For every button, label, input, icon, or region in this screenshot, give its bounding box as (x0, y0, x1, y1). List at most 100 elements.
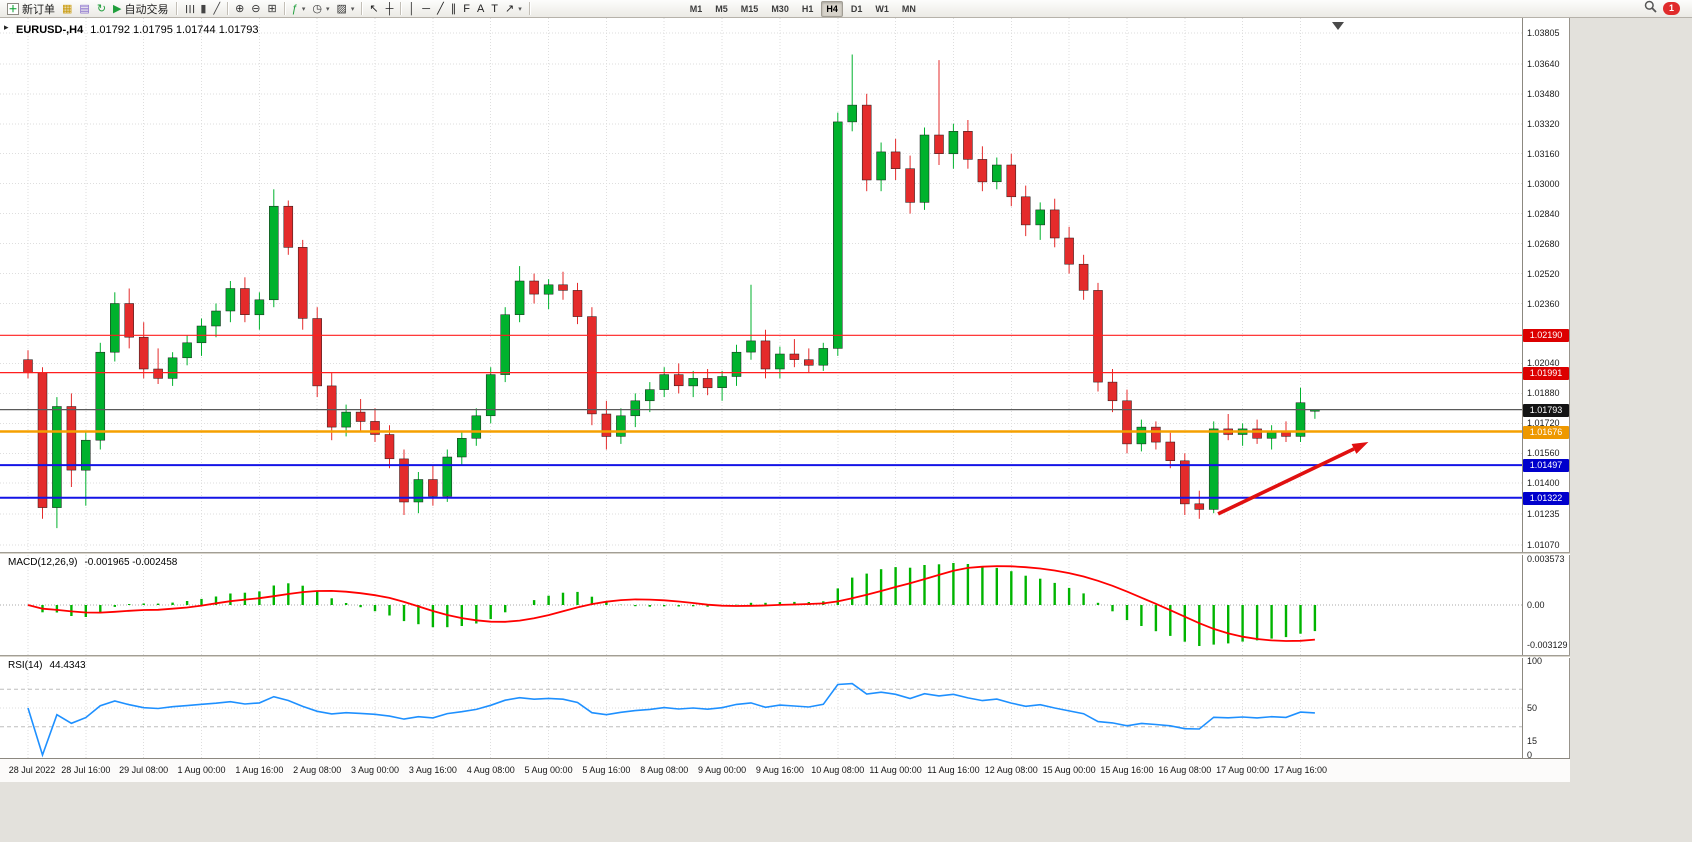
time-axis-label: 29 Jul 08:00 (119, 765, 169, 775)
arrows-icon[interactable]: ↗ ▾ (505, 2, 522, 15)
time-axis-label: 17 Aug 00:00 (1216, 765, 1270, 775)
timeframe-w1-button[interactable]: W1 (875, 3, 889, 14)
text-icon[interactable]: A (476, 2, 485, 15)
timeframe-m1-button[interactable]: M1 (689, 3, 703, 14)
timeframe-h4-button[interactable]: H4 (821, 0, 843, 17)
timeframe-m5-button[interactable]: M5 (715, 3, 728, 14)
macd-name: MACD(12,26,9) (8, 557, 78, 568)
templates-icon[interactable]: ▨ ▾ (336, 2, 355, 15)
new-order-button[interactable]: ＋新订单 (7, 2, 55, 16)
macd-scale-label: 0.00 (1527, 600, 1545, 610)
label-icon[interactable]: T (491, 2, 499, 15)
rsi-scale-label: 100 (1527, 656, 1543, 666)
time-axis-label: 10 Aug 08:00 (811, 765, 865, 775)
macd-signal-line (27, 565, 1315, 642)
macd-histogram (41, 563, 1317, 646)
rsi-scale-label: 50 (1527, 703, 1538, 713)
time-axis-label: 12 Aug 08:00 (984, 765, 1038, 775)
toolbar-separator (227, 2, 229, 15)
trend-arrow-annotation[interactable] (1217, 442, 1369, 516)
timeframe-h1-button[interactable]: H1 (801, 3, 814, 14)
price-axis-separator (1522, 18, 1523, 758)
toolbar-separator (175, 2, 177, 15)
rsi-scale-label: 0 (1527, 750, 1533, 760)
macd-pane-svg[interactable] (0, 555, 1568, 655)
trendline-icon[interactable]: ╱ (437, 2, 444, 15)
candlestick-chart-icon[interactable]: ▮ (200, 2, 207, 15)
price-tick-label: 1.03160 (1527, 148, 1560, 159)
navigator-icon[interactable]: ▤ (79, 2, 90, 15)
rsi-pane-svg[interactable] (0, 658, 1568, 758)
toolbar-right: 1 (1644, 0, 1688, 18)
time-axis-label: 3 Aug 00:00 (351, 765, 400, 775)
price-tick-label: 1.01400 (1527, 478, 1560, 489)
refresh-icon[interactable]: ↻ (96, 2, 107, 15)
time-axis-label: 28 Jul 2022 (8, 765, 56, 775)
time-axis-label: 4 Aug 08:00 (466, 765, 515, 775)
time-axis-label: 2 Aug 08:00 (293, 765, 342, 775)
zoom-in-icon[interactable]: ⊕ (235, 2, 245, 15)
timeframe-m15-button[interactable]: M15 (740, 3, 759, 14)
toolbar-items: ＋新订单 ▦ ▤ ↻ ▶ 自动交易 ☰ ▮ ╱ ⊕ ⊖ ⊞ ƒ ▾ ◷ ▾ ▨ ▾ ↖ ┼ │ ─ ╱ ∥ F A T ↗ ▾ (4, 0, 533, 18)
cursor-icon[interactable]: ↖ (369, 2, 379, 15)
toolbar-separator (528, 2, 530, 15)
time-axis-label: 17 Aug 16:00 (1273, 765, 1327, 775)
horizontal-lines[interactable] (0, 334, 1522, 499)
timeframe-mn-button[interactable]: MN (901, 3, 916, 14)
price-tick-label: 1.02040 (1527, 358, 1560, 369)
channel-icon[interactable]: ∥ (450, 2, 457, 15)
toolbar-separator (400, 2, 402, 15)
toolbar-separator (283, 2, 285, 15)
time-axis-label: 1 Aug 00:00 (177, 765, 226, 775)
line-chart-icon[interactable]: ╱ (213, 2, 221, 15)
timeframe-d1-button[interactable]: D1 (850, 3, 863, 14)
time-axis-label: 5 Aug 16:00 (582, 765, 631, 775)
indicators-icon[interactable]: ƒ ▾ (291, 2, 306, 15)
price-pane-svg[interactable] (0, 18, 1568, 552)
current-price-line-tag: 1.01793 (1523, 403, 1569, 417)
market-watch-icon[interactable]: ▦ (62, 2, 73, 15)
rsi-scale-label: 15 (1527, 735, 1538, 746)
tile-windows-icon[interactable]: ⊞ (267, 2, 277, 15)
rsi-label: RSI(14) 44.4343 (8, 660, 86, 671)
price-tick-label: 1.01070 (1527, 539, 1560, 550)
macd-scale-label: -0.003129 (1527, 639, 1568, 650)
time-axis[interactable]: 28 Jul 2022 28 Jul 16:00 29 Jul 08:00 1 Aug… (0, 758, 1570, 782)
support-line-lower-tag: 1.01322 (1523, 491, 1569, 505)
fibonacci-icon[interactable]: F (463, 2, 470, 15)
zoom-out-icon[interactable]: ⊖ (251, 2, 261, 15)
price-tick-label: 1.01720 (1527, 418, 1560, 429)
horizontal-line-icon[interactable]: ─ (422, 2, 431, 15)
timeframe-m30-button[interactable]: M30 (771, 3, 789, 14)
bar-chart-icon[interactable]: ☰ (182, 3, 195, 14)
price-tick-label: 1.03320 (1527, 118, 1560, 129)
time-axis-label: 11 Aug 16:00 (927, 765, 980, 775)
time-axis-label: 9 Aug 16:00 (755, 765, 804, 775)
one-click-trading-toggle[interactable]: ▸ (4, 22, 9, 32)
pane-separator[interactable] (0, 552, 1570, 555)
notification-badge[interactable]: 1 (1663, 2, 1680, 15)
price-tick-label: 1.01560 (1527, 448, 1560, 459)
crosshair-icon[interactable]: ┼ (385, 2, 394, 15)
price-axis[interactable]: 1.03805 1.03640 1.03480 1.03320 1.03160 1.030… (1522, 18, 1592, 760)
ohlc-values: 1.01792 1.01795 1.01744 1.01793 (90, 24, 259, 36)
time-axis-label: 15 Aug 16:00 (1100, 765, 1154, 775)
rsi-name: RSI(14) (8, 660, 43, 671)
macd-scale-label: 0.003573 (1527, 554, 1565, 565)
price-tick-label: 1.02520 (1527, 268, 1560, 279)
autotrading-button[interactable]: ▶ 自动交易 (113, 2, 169, 16)
resistance-line-upper-tag: 1.02190 (1523, 329, 1569, 343)
time-axis-label: 16 Aug 08:00 (1158, 765, 1212, 775)
chart-title: EURUSD-,H4 1.01792 1.01795 1.01744 1.0179… (16, 24, 258, 36)
rsi-value: 44.4343 (49, 660, 86, 671)
time-axis-label: 5 Aug 00:00 (524, 765, 573, 775)
time-axis-label: 1 Aug 16:00 (235, 765, 284, 775)
search-icon[interactable] (1644, 0, 1657, 18)
time-axis-label: 15 Aug 00:00 (1042, 765, 1096, 775)
price-tick-label: 1.02360 (1527, 298, 1560, 309)
vertical-line-icon[interactable]: │ (408, 2, 416, 15)
pane-separator[interactable] (0, 655, 1570, 658)
periods-icon[interactable]: ◷ ▾ (312, 2, 330, 15)
chart-shift-marker[interactable] (1332, 22, 1344, 30)
price-tick-label: 1.03480 (1527, 88, 1560, 99)
